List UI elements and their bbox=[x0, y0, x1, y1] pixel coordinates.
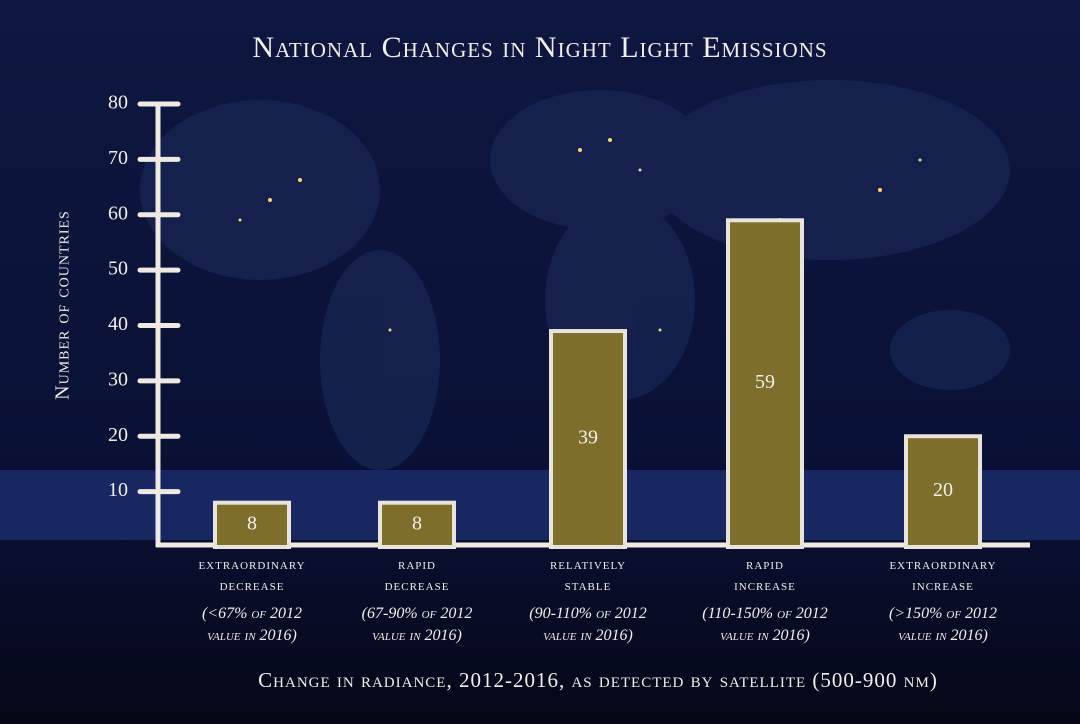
y-tick-label: 60 bbox=[108, 202, 128, 224]
map bbox=[0, 80, 1080, 540]
category-note: (>150% of 2012 value in 2016) bbox=[889, 605, 997, 644]
bar-value-label: 20 bbox=[933, 479, 953, 501]
x-tick-label: rapid increase bbox=[734, 557, 796, 594]
x-tick-label: relatively stable bbox=[550, 557, 626, 594]
y-tick-label: 30 bbox=[108, 368, 128, 390]
bar bbox=[904, 434, 982, 549]
category-note: (<67% of 2012 value in 2016) bbox=[202, 605, 302, 644]
bar bbox=[549, 329, 627, 549]
bar bbox=[378, 500, 456, 550]
x-tick-label: extraordinary decrease bbox=[198, 557, 305, 594]
y-tick-label: 40 bbox=[108, 313, 128, 335]
bar bbox=[213, 500, 291, 550]
chart-title: National Changes in Night Light Emission… bbox=[252, 31, 827, 64]
category-note: (110-150% of 2012 value in 2016) bbox=[702, 605, 827, 644]
bar-value-label: 39 bbox=[578, 427, 598, 449]
x-tick-label: extraordinary increase bbox=[889, 557, 996, 594]
y-tick-label: 70 bbox=[108, 147, 128, 169]
bar-value-label: 8 bbox=[412, 512, 422, 534]
category-note: (67-90% of 2012 value in 2016) bbox=[362, 605, 473, 644]
category-note: (90-110% of 2012 value in 2016) bbox=[529, 605, 646, 644]
y-axis-label: Number of countries bbox=[52, 210, 74, 400]
bar bbox=[726, 218, 804, 549]
bar-value-label: 8 bbox=[247, 512, 257, 534]
y-tick-label: 50 bbox=[108, 258, 128, 280]
y-tick-label: 80 bbox=[108, 92, 128, 114]
bar-value-label: 59 bbox=[755, 371, 775, 393]
x-tick-label: rapid decrease bbox=[385, 557, 450, 594]
y-tick-label: 10 bbox=[108, 479, 128, 501]
x-axis-label: Change in radiance, 2012-2016, as detect… bbox=[258, 668, 938, 692]
y-tick-label: 20 bbox=[108, 424, 128, 446]
